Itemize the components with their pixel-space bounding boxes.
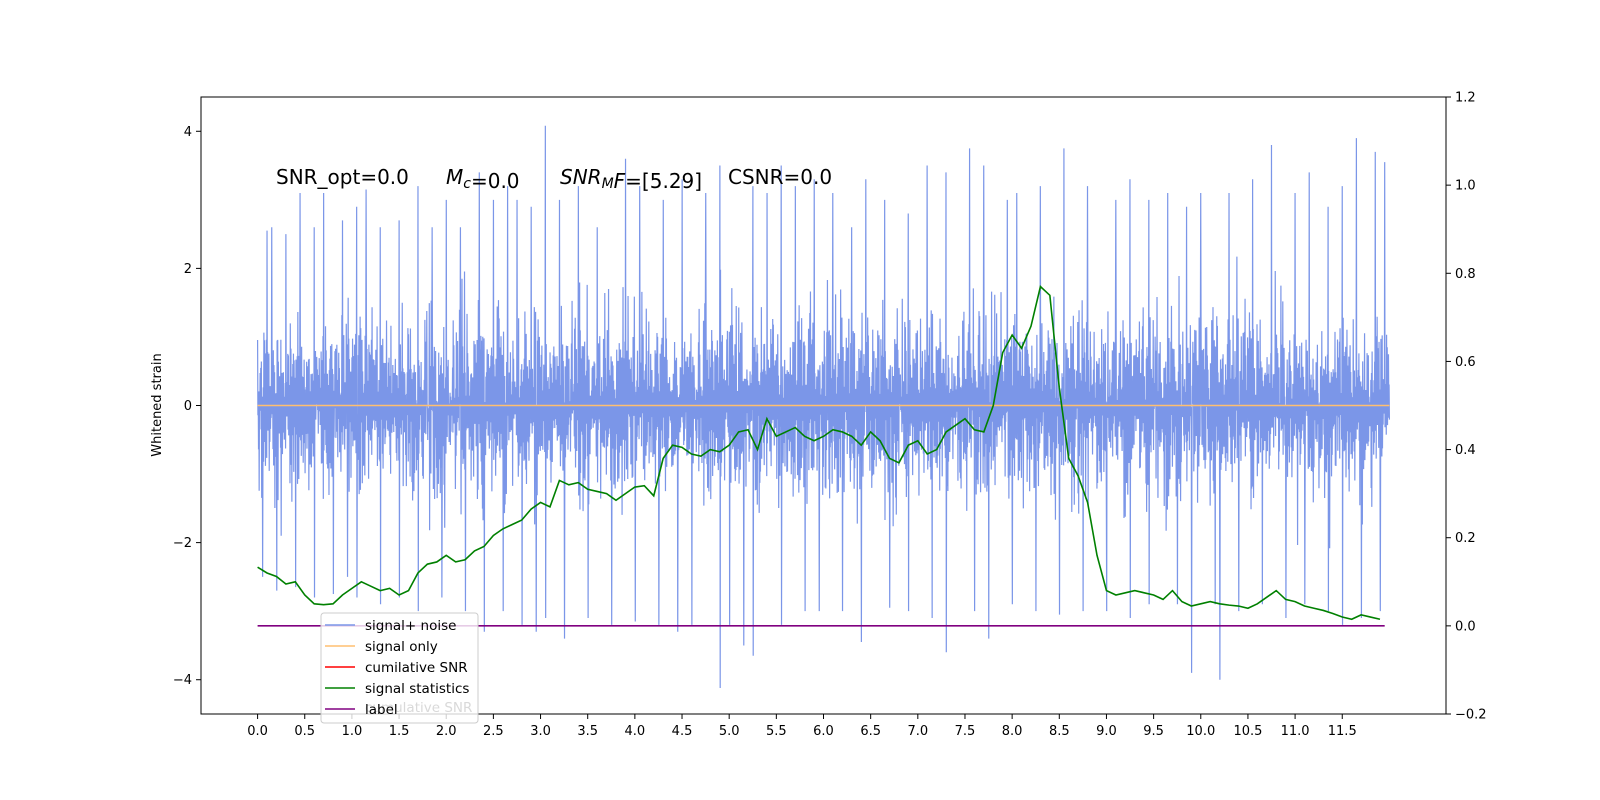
- annotations: SNR_opt=0.0 Mc=0.0 SNRMF=[5.29] CSNR=0.0: [276, 165, 832, 193]
- signal-statistics-line: [257, 284, 1381, 621]
- legend-label: label: [365, 702, 398, 718]
- y-axis-right: 1.2 1.0 0.8 0.6 0.4 0.2 0.0 −0.2: [1446, 91, 1487, 723]
- y-tick-label: 0: [184, 399, 192, 414]
- x-tick-label: 9.0: [1096, 724, 1117, 739]
- legend-label: cumilative SNR: [365, 660, 468, 676]
- y2-tick-label: 0.0: [1455, 619, 1476, 634]
- x-tick-label: 10.0: [1186, 724, 1215, 739]
- x-tick-label: 3.5: [577, 724, 598, 739]
- x-axis: 0.0 0.5 1.0 1.5 2.0 2.5 3.0 3.5 4.0 4.5 5.0 5.5 6.0 6…: [247, 714, 1357, 739]
- x-tick-label: 0.5: [294, 724, 315, 739]
- x-tick-label: 6.5: [860, 724, 881, 739]
- x-tick-label: 7.0: [907, 724, 928, 739]
- legend: cumulative SNR signal+ noise signal only cu…: [320, 612, 479, 724]
- legend-box: [320, 612, 479, 724]
- x-tick-label: 0.0: [247, 724, 268, 739]
- x-tick-label: 4.5: [672, 724, 693, 739]
- x-tick-label: 3.0: [530, 724, 551, 739]
- y-tick-label: −2: [173, 536, 192, 551]
- x-tick-label: 5.0: [719, 724, 740, 739]
- x-tick-label: 8.0: [1002, 724, 1023, 739]
- annotation-text: Mc=0.0: [446, 165, 520, 193]
- y-tick-label: 4: [184, 125, 192, 140]
- y-axis-left: 4 2 0 −2 −4: [173, 125, 201, 688]
- legend-label: signal only: [365, 639, 438, 655]
- x-tick-label: 11.5: [1328, 724, 1357, 739]
- y-axis-label: Whitened strain: [150, 353, 165, 456]
- y2-tick-label: 0.4: [1455, 443, 1476, 458]
- x-tick-label: 2.0: [436, 724, 457, 739]
- y2-tick-label: 0.2: [1455, 531, 1476, 546]
- x-tick-label: 4.0: [625, 724, 646, 739]
- x-tick-label: 1.0: [342, 724, 363, 739]
- y2-tick-label: 1.2: [1455, 91, 1476, 106]
- x-tick-label: 6.0: [813, 724, 834, 739]
- legend-label: signal+ noise: [365, 618, 456, 634]
- x-tick-label: 7.5: [955, 724, 976, 739]
- y2-tick-label: −0.2: [1455, 708, 1487, 723]
- x-tick-label: 2.5: [483, 724, 504, 739]
- x-tick-label: 8.5: [1049, 724, 1070, 739]
- legend-label: signal statistics: [365, 681, 469, 697]
- x-tick-label: 5.5: [766, 724, 787, 739]
- signal-noise-line: [256, 125, 1391, 688]
- annotation-text: SNRMF=[5.29]: [560, 165, 702, 193]
- y-tick-label: −4: [173, 673, 192, 688]
- x-tick-label: 1.5: [389, 724, 410, 739]
- signal-noise-series: [256, 125, 1391, 688]
- legend-hidden-text: cumulative SNR: [365, 700, 472, 716]
- y2-tick-label: 0.8: [1455, 267, 1476, 282]
- annotation-text: SNR_opt=0.0: [276, 165, 409, 189]
- y2-tick-label: 1.0: [1455, 179, 1476, 194]
- x-tick-label: 10.5: [1233, 724, 1262, 739]
- x-tick-label: 11.0: [1281, 724, 1310, 739]
- x-tick-label: 9.5: [1143, 724, 1164, 739]
- y-tick-label: 2: [184, 262, 192, 277]
- annotation-text: CSNR=0.0: [728, 165, 832, 189]
- y2-tick-label: 0.6: [1455, 355, 1476, 370]
